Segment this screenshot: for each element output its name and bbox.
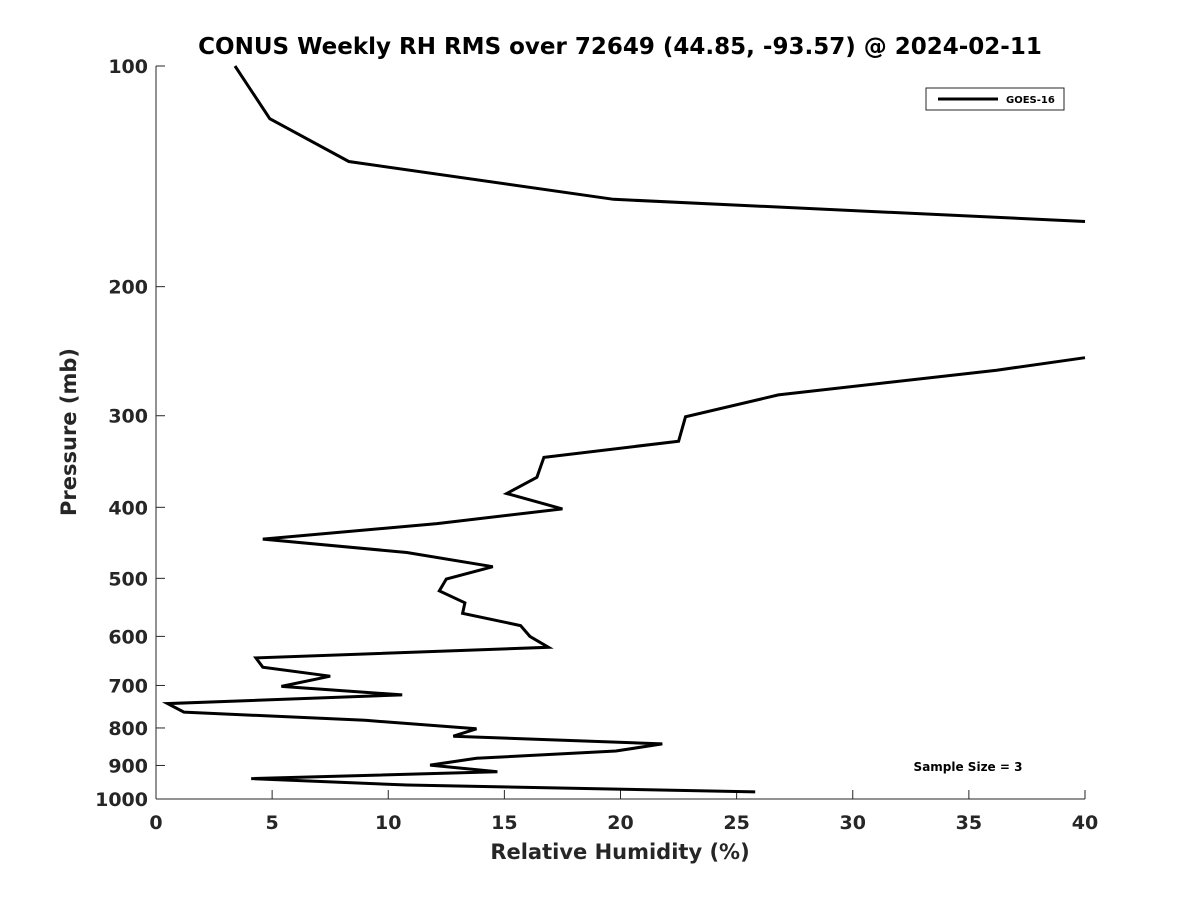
y-tick-label: 900 <box>108 755 148 777</box>
y-tick-label: 800 <box>108 718 148 740</box>
x-tick-label: 30 <box>840 812 866 834</box>
x-tick-label: 35 <box>956 812 982 834</box>
y-tick-label: 700 <box>108 675 148 697</box>
series-line-goes-16 <box>233 65 1086 223</box>
series-lines <box>161 65 1086 794</box>
x-tick-label: 15 <box>491 812 517 834</box>
legend-label: GOES-16 <box>1006 95 1055 106</box>
sample-size-annotation: Sample Size = 3 <box>914 760 1023 774</box>
x-tick-label: 25 <box>723 812 749 834</box>
y-ticks: 100 200 300 400 500 600 700 800 900 1000 <box>95 56 165 811</box>
x-tick-label: 10 <box>375 812 401 834</box>
x-tick-label: 40 <box>1072 812 1098 834</box>
series-line-goes-16 <box>161 356 1086 794</box>
x-tick-label: 20 <box>607 812 633 834</box>
y-tick-label: 500 <box>108 568 148 590</box>
y-axis-label: Pressure (mb) <box>57 348 81 516</box>
x-tick-label: 0 <box>149 812 162 834</box>
y-tick-label: 600 <box>108 626 148 648</box>
y-tick-label: 1000 <box>95 789 148 811</box>
y-tick-label: 300 <box>108 406 148 428</box>
y-tick-label: 200 <box>108 277 148 299</box>
plot-area: 0 5 10 15 20 25 30 35 40 100 200 300 400 500 600 700 80… <box>95 56 1098 834</box>
chart-title: CONUS Weekly RH RMS over 72649 (44.85, -… <box>198 34 1042 60</box>
x-axis-label: Relative Humidity (%) <box>490 840 749 864</box>
legend: GOES-16 <box>925 87 1065 111</box>
y-tick-label: 100 <box>108 56 148 78</box>
x-ticks: 0 5 10 15 20 25 30 35 40 <box>149 790 1098 834</box>
x-tick-label: 5 <box>266 812 279 834</box>
y-tick-label: 400 <box>108 497 148 519</box>
